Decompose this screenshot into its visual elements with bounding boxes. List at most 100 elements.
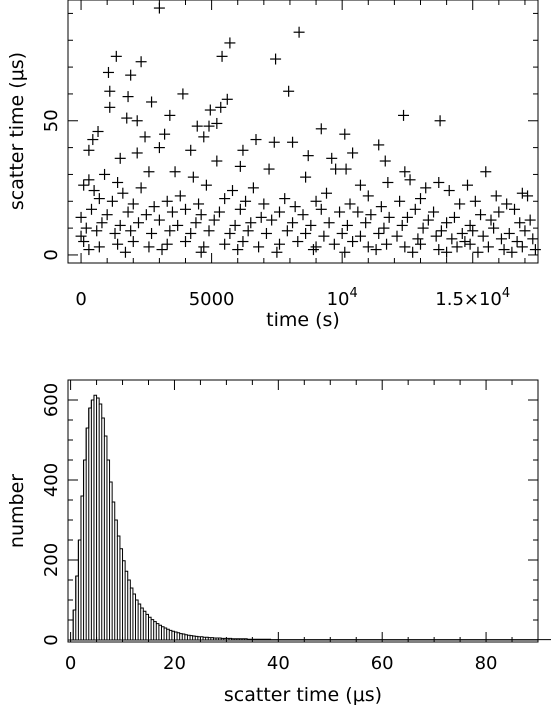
scatter-point bbox=[396, 219, 408, 231]
scatter-point bbox=[446, 233, 458, 245]
scatter-point bbox=[287, 217, 299, 229]
scatter-point bbox=[454, 198, 466, 210]
scatter-point bbox=[139, 131, 151, 143]
scatter-point bbox=[315, 203, 327, 215]
histogram-outline bbox=[72, 394, 551, 641]
scatter-point bbox=[300, 227, 312, 239]
scatter-point bbox=[475, 209, 487, 221]
scatter-point bbox=[185, 144, 197, 156]
scatter-point bbox=[219, 238, 231, 250]
scatter-point bbox=[227, 185, 238, 197]
scatter-point bbox=[274, 238, 285, 250]
scatter-point bbox=[247, 182, 259, 194]
scatter-point bbox=[198, 131, 210, 143]
scatter-point bbox=[203, 225, 215, 237]
scatter-point bbox=[114, 219, 126, 231]
scatter-point bbox=[117, 187, 129, 199]
scatter-point bbox=[514, 217, 526, 229]
scatter-point bbox=[315, 123, 327, 135]
scatter-point bbox=[300, 171, 312, 183]
scatter-point bbox=[279, 193, 291, 205]
histogram-x-ticks: 0 20 40 60 80 bbox=[65, 380, 539, 674]
scatter-point bbox=[381, 238, 393, 250]
scatter-point bbox=[352, 206, 364, 218]
scatter-point bbox=[190, 217, 202, 229]
scatter-point bbox=[83, 174, 95, 186]
scatter-point bbox=[237, 236, 249, 248]
scatter-point bbox=[146, 96, 158, 108]
scatter-point bbox=[268, 136, 280, 148]
scatter-point bbox=[125, 225, 137, 237]
scatter-point bbox=[310, 241, 322, 253]
scatter-point bbox=[428, 206, 440, 218]
scatter-point bbox=[498, 244, 510, 256]
scatter-point bbox=[191, 120, 203, 132]
scatter-point bbox=[404, 174, 416, 186]
scatter-point bbox=[211, 117, 223, 129]
scatter-point bbox=[289, 201, 301, 213]
scatter-point bbox=[109, 227, 121, 239]
histogram-x-tick-label: 20 bbox=[163, 653, 186, 674]
histogram-plot-frame bbox=[67, 379, 539, 643]
scatter-point bbox=[287, 136, 299, 148]
scatter-point bbox=[347, 147, 359, 159]
scatter-point bbox=[415, 238, 426, 250]
scatter-point bbox=[373, 227, 385, 239]
scatter-point bbox=[216, 50, 228, 62]
scatter-point bbox=[341, 219, 353, 231]
scatter-point bbox=[334, 206, 346, 218]
scatter-point bbox=[323, 217, 335, 229]
scatter-point bbox=[104, 101, 116, 113]
scatter-point bbox=[146, 227, 158, 239]
scatter-point bbox=[469, 195, 481, 207]
scatter-point bbox=[133, 217, 144, 229]
scatter-point bbox=[211, 155, 223, 167]
scatter-point bbox=[110, 50, 122, 62]
scatter-x-tick-label: 5000 bbox=[189, 289, 235, 310]
scatter-point bbox=[365, 209, 377, 221]
scatter-point bbox=[529, 244, 541, 256]
scatter-point bbox=[83, 244, 95, 256]
scatter-point bbox=[104, 85, 116, 97]
scatter-point bbox=[360, 217, 372, 229]
scatter-point bbox=[375, 201, 387, 213]
scatter-point bbox=[527, 233, 539, 245]
scatter-point bbox=[370, 244, 382, 256]
scatter-point bbox=[501, 198, 513, 210]
scatter-point bbox=[307, 244, 319, 256]
scatter-point bbox=[92, 126, 104, 137]
scatter-point bbox=[75, 230, 87, 242]
scatter-point bbox=[321, 187, 332, 199]
histogram-x-tick-label: 0 bbox=[65, 653, 76, 674]
scatter-point bbox=[339, 128, 351, 140]
scatter-point bbox=[258, 198, 270, 210]
scatter-point bbox=[250, 134, 262, 146]
histogram-x-axis-label: scatter time (μs) bbox=[224, 684, 382, 706]
scatter-point bbox=[362, 190, 374, 202]
scatter-point bbox=[503, 227, 515, 239]
scatter-point bbox=[344, 198, 356, 210]
scatter-point bbox=[493, 206, 505, 218]
scatter-point bbox=[193, 198, 205, 210]
scatter-point bbox=[153, 214, 165, 226]
scatter-point bbox=[354, 179, 366, 191]
scatter-point bbox=[354, 230, 366, 242]
scatter-y-axis-label: scatter time (μs) bbox=[6, 52, 28, 210]
scatter-point bbox=[143, 166, 155, 178]
scatter-point bbox=[78, 236, 90, 248]
scatter-point bbox=[519, 225, 531, 237]
scatter-point bbox=[131, 115, 143, 127]
scatter-point bbox=[382, 176, 394, 188]
scatter-point bbox=[263, 163, 275, 175]
scatter-point bbox=[198, 241, 210, 253]
scatter-point bbox=[412, 233, 424, 245]
scatter-point bbox=[443, 185, 455, 197]
scatter-point bbox=[330, 163, 342, 175]
scatter-point bbox=[102, 66, 114, 78]
scatter-point bbox=[180, 236, 191, 248]
scatter-point bbox=[245, 217, 257, 229]
scatter-point bbox=[462, 179, 473, 191]
scatter-point bbox=[148, 201, 160, 213]
scatter-point bbox=[88, 185, 100, 197]
scatter-point bbox=[292, 236, 304, 248]
